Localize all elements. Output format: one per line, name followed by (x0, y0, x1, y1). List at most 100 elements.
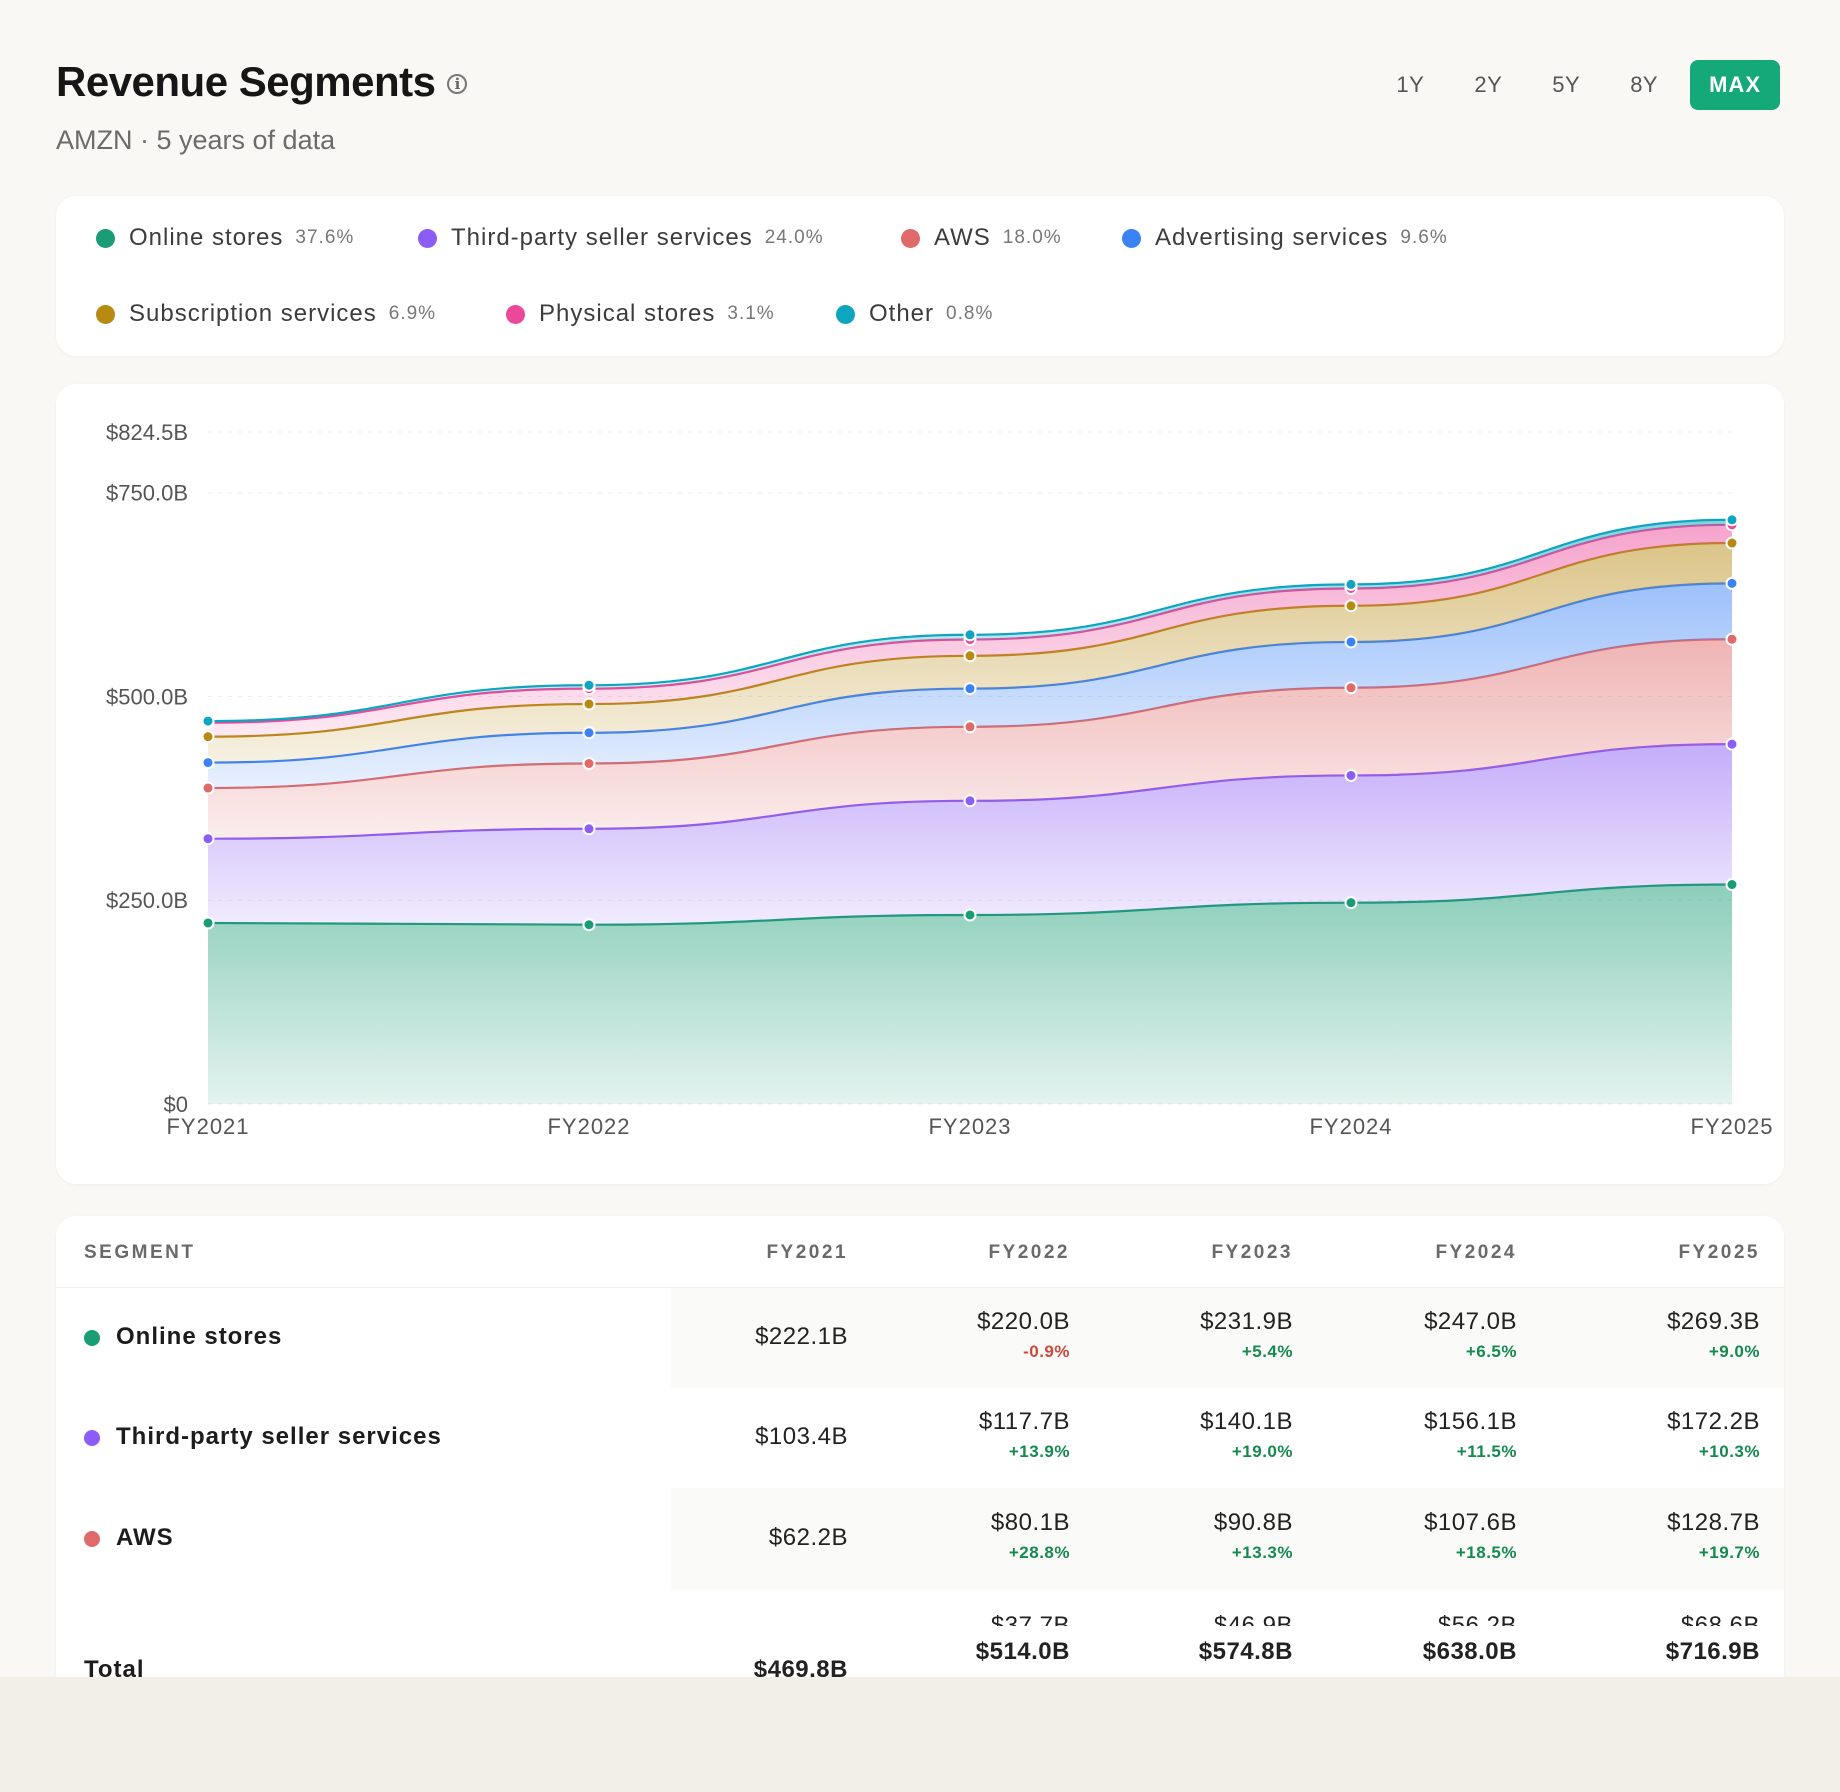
area-third-party-seller-services (208, 744, 1732, 925)
legend-percent: 0.8% (946, 303, 994, 324)
legend-label: Online stores (129, 224, 284, 251)
data-point (1344, 896, 1358, 910)
row-shade (671, 1488, 1784, 1590)
data-point (1725, 536, 1739, 550)
cell-fy2024: $247.0B +6.5% (1424, 1308, 1517, 1362)
cell-change: +19.7% (1698, 1543, 1760, 1562)
range-button-5y[interactable]: 5Y (1552, 72, 1581, 97)
column-header-segment: SEGMENT (84, 1242, 196, 1263)
y-tick-label: $750.0B (106, 481, 188, 506)
page-subtitle: AMZN · 5 years of data (56, 125, 336, 155)
total-value: $469.8B (753, 1656, 848, 1677)
column-header-fy2025[interactable]: FY2025 (1678, 1242, 1760, 1263)
legend-percent: 3.1% (727, 303, 775, 324)
cell-change: +18.5% (1455, 1543, 1517, 1562)
column-header-fy2021[interactable]: FY2021 (766, 1242, 848, 1263)
table-row-aws[interactable]: AWS $62.2B $80.1B +28.8% $90.8B +13.3% $10… (56, 1488, 1784, 1590)
legend-item-subscription-services[interactable]: Subscription services 6.9% (96, 300, 436, 328)
cell-change: +11.5% (1456, 1442, 1517, 1461)
data-point (582, 726, 596, 740)
data-point (1725, 632, 1739, 646)
cell-change: +28.8% (1008, 1543, 1070, 1562)
data-point (1725, 737, 1739, 751)
cell-value: $231.9B (1200, 1308, 1293, 1335)
cell-change: +13.3% (1231, 1543, 1293, 1562)
y-tick-label: $824.5B (106, 420, 188, 445)
cell-fy2021: $62.2B (769, 1524, 848, 1552)
data-point (582, 697, 596, 711)
data-point (963, 628, 977, 642)
cell-fy2022: $220.0B -0.9% (977, 1308, 1070, 1362)
range-selector: 1Y 2Y 5Y 8Y MAX (1364, 60, 1780, 110)
cell-value: $140.1B (1200, 1408, 1293, 1435)
cell-fy2024: $107.6B +18.5% (1424, 1509, 1517, 1563)
legend-item-physical-stores[interactable]: Physical stores 3.1% (506, 300, 775, 328)
range-button-max[interactable]: MAX (1690, 60, 1780, 110)
cell-change: +5.4% (1241, 1342, 1293, 1361)
data-point (201, 730, 215, 744)
cell-value: $90.8B (1213, 1509, 1293, 1536)
area-physical-stores (208, 524, 1732, 737)
cell-value: $220.0B (977, 1308, 1070, 1335)
legend-item-advertising-services[interactable]: Advertising services 9.6% (1122, 224, 1448, 252)
page-title: Revenue Segments (56, 58, 436, 105)
legend-percent: 9.6% (1400, 227, 1448, 248)
x-tick-label: FY2021 (166, 1114, 249, 1139)
cell-change: +6.5% (1465, 1342, 1517, 1361)
cell-change: +13.9% (1008, 1442, 1070, 1461)
legend-percent: 24.0% (764, 227, 824, 248)
column-header-fy2024[interactable]: FY2024 (1435, 1242, 1517, 1263)
x-tick-label: FY2022 (547, 1114, 630, 1139)
data-point (1725, 878, 1739, 892)
legend-dot (96, 228, 115, 248)
cell-fy2025: $269.3B +9.0% (1667, 1308, 1760, 1362)
data-point (963, 682, 977, 696)
legend-item-aws[interactable]: AWS 18.0% (901, 224, 1062, 252)
row-shade (671, 1288, 1784, 1388)
info-icon[interactable]: i (447, 74, 468, 94)
data-point (963, 649, 977, 663)
range-button-1y[interactable]: 1Y (1396, 72, 1425, 97)
cell-value: $269.3B (1667, 1308, 1760, 1335)
legend-item-online-stores[interactable]: Online stores 37.6% (96, 224, 354, 252)
x-tick-label: FY2025 (1690, 1114, 1773, 1139)
chart-card: $0 $250.0B $500.0B $750.0B $824.5B FY2021 FY20… (56, 384, 1784, 1184)
data-point (582, 678, 596, 692)
total-value: $716.9B (1665, 1638, 1760, 1665)
legend-dot (1122, 228, 1141, 248)
cell-fy2022: $117.7B +13.9% (979, 1408, 1070, 1462)
column-header-fy2023[interactable]: FY2023 (1211, 1242, 1293, 1263)
cell-value: $156.1B (1424, 1408, 1517, 1435)
legend-item-third-party-seller-services[interactable]: Third-party seller services 24.0% (418, 224, 824, 252)
range-button-2y[interactable]: 2Y (1474, 72, 1503, 97)
header-divider (56, 1287, 1784, 1288)
table-row-total[interactable]: Total $469.8B $514.0B $574.8B $638.0B $7… (56, 1626, 1784, 1677)
total-value: $514.0B (975, 1638, 1070, 1665)
cell-value: $107.6B (1424, 1509, 1517, 1536)
stacked-area-chart: $0 $250.0B $500.0B $750.0B $824.5B FY2021 FY20… (106, 420, 1773, 1139)
data-point (1725, 576, 1739, 590)
cell-fy2022: $80.1B +28.8% (991, 1509, 1070, 1563)
data-point (201, 916, 215, 930)
cell-value: $247.0B (1424, 1308, 1517, 1335)
range-button-8y[interactable]: 8Y (1630, 72, 1659, 97)
total-fy2021: $469.8B (754, 1656, 848, 1677)
cell-value: $128.7B (1667, 1509, 1760, 1536)
total-fy2023: $574.8B (1199, 1638, 1293, 1666)
legend-label: Third-party seller services (451, 224, 753, 251)
data-point (963, 908, 977, 922)
data-point (963, 720, 977, 734)
column-header-fy2022[interactable]: FY2022 (988, 1242, 1070, 1263)
area-online-stores (208, 884, 1732, 1104)
table-row-online-stores[interactable]: Online stores $222.1B $220.0B -0.9% $231.… (56, 1288, 1784, 1388)
legend-dot (836, 304, 855, 324)
legend-label: Physical stores (539, 300, 716, 327)
data-point (582, 918, 596, 932)
table-row-third-party-seller-services[interactable]: Third-party seller services $103.4B $117… (56, 1388, 1784, 1488)
y-tick-label: $0 (164, 1092, 188, 1117)
segment-name: AWS (116, 1524, 174, 1551)
total-value: $638.0B (1422, 1638, 1517, 1665)
legend-item-other[interactable]: Other 0.8% (836, 300, 993, 328)
cell-change: +9.0% (1708, 1342, 1760, 1361)
x-tick-label: FY2024 (1309, 1114, 1392, 1139)
